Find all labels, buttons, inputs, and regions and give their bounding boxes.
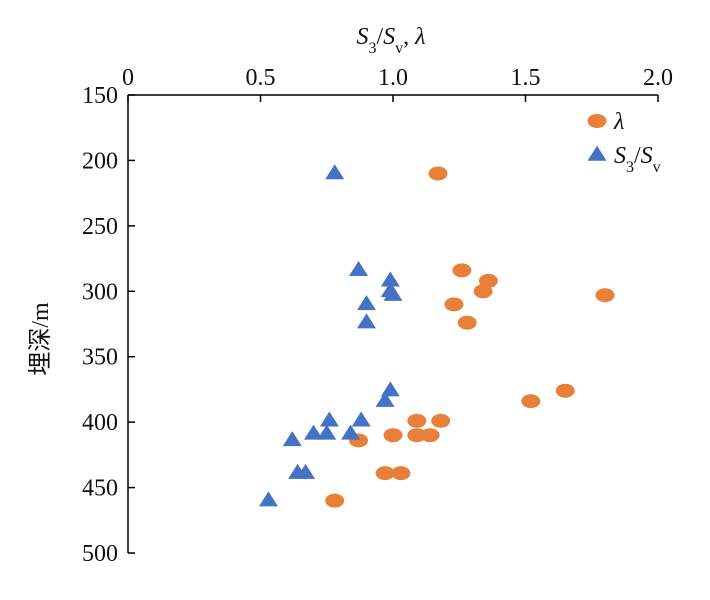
y-axis-title: 埋深/m	[27, 302, 54, 376]
lambda-point	[473, 284, 493, 299]
s3sv-point	[357, 295, 376, 311]
x-tick-label: 2.0	[643, 65, 673, 91]
legend-marker-lambda	[587, 114, 607, 128]
lambda-point	[383, 428, 403, 443]
lambda-point	[325, 493, 345, 508]
s3sv-point	[351, 411, 371, 427]
s3sv-point	[282, 431, 302, 447]
axes: 0 0.5 1.0 1.5 2.0 150 200 250 300 350 400 450 500 S3/…	[27, 24, 673, 567]
lambda-point	[444, 297, 464, 312]
y-tick-label: 150	[82, 83, 118, 109]
s3sv-point	[341, 424, 361, 440]
lambda-point	[375, 466, 395, 481]
legend-label-lambda: λ	[613, 109, 624, 135]
lambda-point	[555, 383, 575, 398]
legend-label-s3sv: S3/Sv	[614, 143, 661, 176]
s3sv-point	[375, 391, 395, 407]
x-tick-label: 0.5	[246, 65, 276, 91]
lambda-point	[428, 166, 448, 181]
lambda-point	[595, 288, 615, 303]
lambda-point	[391, 466, 411, 481]
x-tick-label: 1.5	[511, 65, 541, 91]
legend: λ S3/Sv	[587, 109, 661, 176]
series-lambda	[325, 166, 615, 508]
s3sv-point	[325, 164, 345, 180]
y-tick-label: 400	[82, 410, 118, 436]
x-tick-label: 0	[122, 65, 134, 91]
s3sv-point	[319, 411, 339, 427]
s3sv-point	[357, 313, 376, 329]
x-axis-title: S3/Sv, λ	[356, 24, 425, 57]
x-tick-label: 1.0	[378, 65, 408, 91]
lambda-point	[420, 428, 440, 443]
y-tick-label: 300	[82, 279, 118, 305]
s3sv-point	[349, 261, 369, 277]
s3sv-point	[304, 424, 323, 440]
legend-entry-lambda: λ	[587, 109, 624, 135]
s3sv-point	[317, 424, 337, 440]
lambda-point	[431, 413, 451, 428]
legend-marker-s3sv	[587, 145, 607, 161]
data-points	[258, 164, 615, 508]
lambda-point	[457, 315, 477, 330]
series-s3sv	[258, 164, 403, 507]
lambda-point	[407, 428, 427, 443]
lambda-point	[452, 263, 472, 278]
s3sv-point	[296, 463, 316, 479]
s3sv-point	[383, 285, 403, 301]
y-tick-label: 450	[82, 476, 118, 502]
y-tick-label: 200	[82, 148, 118, 174]
lambda-point	[521, 394, 541, 409]
s3sv-point	[380, 381, 400, 397]
s3sv-point	[380, 271, 400, 287]
y-tick-label: 250	[82, 214, 118, 240]
y-tick-label: 350	[82, 345, 118, 371]
y-tick-label: 500	[82, 541, 118, 567]
legend-entry-s3sv: S3/Sv	[587, 143, 661, 176]
lambda-point	[407, 413, 427, 428]
s3sv-point	[258, 491, 278, 507]
